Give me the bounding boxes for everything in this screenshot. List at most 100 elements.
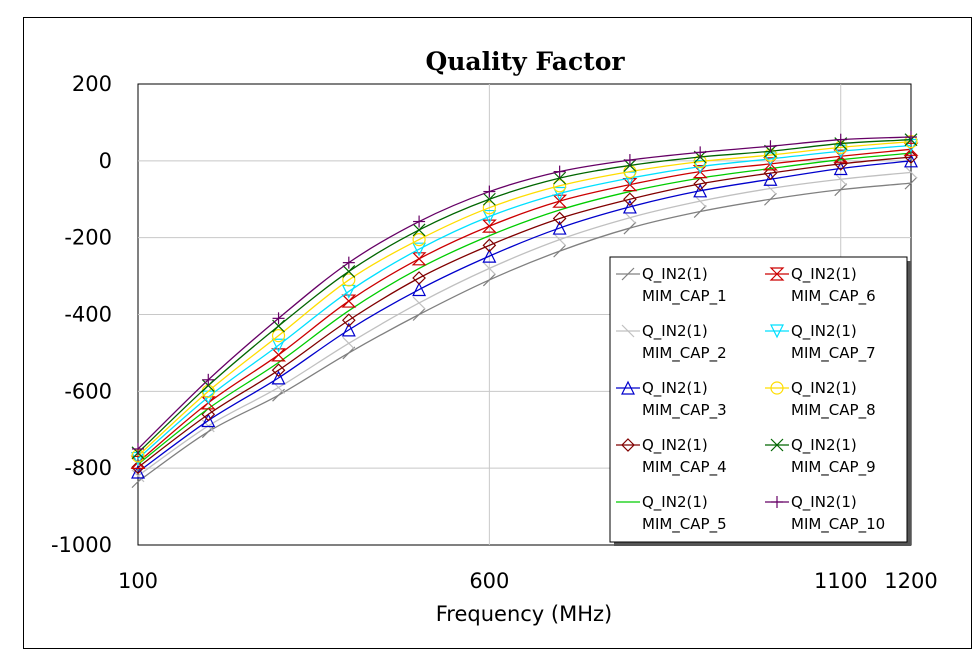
data-point	[342, 256, 355, 269]
data-point	[412, 308, 426, 321]
legend-label: MIM_CAP_8	[791, 401, 876, 420]
data-point	[202, 373, 215, 386]
marker-stroke	[272, 319, 285, 333]
data-point	[131, 460, 145, 475]
data-point	[412, 242, 427, 257]
marker-shape	[621, 438, 635, 452]
legend-label: MIM_CAP_5	[642, 515, 727, 534]
data-point	[553, 165, 566, 178]
marker-shape	[271, 363, 286, 378]
series-6	[130, 142, 919, 470]
marker-shape	[621, 380, 635, 395]
data-point	[271, 370, 286, 385]
marker-shape	[763, 157, 778, 171]
marker-shape	[552, 220, 567, 235]
series-line	[137, 140, 912, 457]
data-point	[763, 166, 778, 180]
marker-stroke	[131, 469, 145, 483]
y-tick-label: -200	[64, 226, 112, 250]
series-line	[137, 148, 912, 463]
series-9	[131, 133, 918, 460]
data-point	[482, 238, 497, 253]
data-point	[553, 179, 567, 193]
data-point	[694, 146, 707, 159]
data-point	[482, 273, 496, 287]
legend-item: Q_IN2(1) MIM_CAP_6	[765, 265, 876, 306]
marker-stroke	[904, 176, 918, 190]
legend-label: MIM_CAP_9	[791, 458, 876, 477]
series-10	[132, 131, 917, 455]
marker-shape	[763, 166, 778, 180]
data-point	[834, 183, 848, 197]
data-point	[482, 192, 496, 206]
legend-marker	[621, 324, 635, 338]
marker-stroke	[834, 183, 848, 197]
marker-stroke	[482, 261, 496, 275]
marker-shape	[482, 201, 496, 215]
marker-stroke	[201, 425, 215, 439]
data-point	[271, 363, 286, 378]
series-4	[131, 150, 918, 475]
data-point	[341, 322, 356, 337]
data-point	[552, 186, 567, 201]
data-point	[693, 177, 708, 191]
marker-shape	[481, 219, 497, 233]
data-point	[905, 131, 917, 144]
series-line	[137, 171, 912, 477]
marker-stroke	[621, 267, 635, 281]
legend-marker	[769, 267, 785, 281]
data-point	[131, 464, 145, 479]
data-point	[482, 248, 497, 263]
legend-item: Q_IN2(1) MIM_CAP_10	[765, 493, 885, 534]
marker-stroke	[553, 244, 567, 258]
data-point	[834, 172, 848, 186]
marker-stroke	[770, 438, 784, 452]
data-point	[341, 313, 356, 328]
data-point	[482, 261, 496, 275]
marker-shape	[553, 179, 567, 193]
data-point	[412, 296, 426, 310]
data-point	[763, 171, 778, 186]
y-tick-label: -800	[64, 456, 112, 480]
marker-shape	[903, 142, 919, 156]
data-point	[342, 346, 356, 360]
marker-stroke	[623, 221, 637, 235]
legend-label: Q_IN2(1)	[642, 379, 708, 398]
data-point	[201, 407, 216, 422]
series-line	[137, 144, 912, 460]
legend-marker	[621, 438, 635, 452]
legend-item: Q_IN2(1) MIM_CAP_7	[765, 322, 876, 363]
x-tick-label: 1100	[814, 569, 867, 593]
data-point	[552, 220, 567, 235]
marker-shape	[341, 313, 356, 328]
data-point	[764, 182, 777, 195]
data-point	[342, 336, 356, 350]
marker-shape	[770, 324, 784, 339]
x-axis-label: Frequency (MHz)	[436, 602, 612, 626]
data-point	[622, 178, 638, 192]
marker-shape	[412, 232, 426, 247]
legend-label: MIM_CAP_2	[642, 344, 727, 363]
marker-shape	[770, 381, 784, 395]
marker-shape	[412, 242, 427, 257]
marker-stroke	[623, 211, 637, 225]
data-point	[132, 442, 144, 455]
data-point	[763, 152, 778, 167]
data-point	[833, 161, 848, 176]
marker-shape	[341, 322, 356, 337]
marker-shape	[131, 464, 145, 479]
y-tick-label: 200	[72, 72, 112, 96]
data-point	[834, 133, 847, 146]
legend-label: Q_IN2(1)	[791, 265, 857, 284]
data-point	[552, 211, 567, 226]
marker-shape	[692, 164, 708, 179]
legend-marker	[770, 381, 784, 395]
series-line	[137, 156, 912, 468]
data-point	[553, 233, 567, 247]
data-point	[692, 164, 708, 179]
data-point	[763, 157, 778, 171]
marker-shape	[412, 271, 426, 285]
data-point	[271, 329, 286, 343]
marker-stroke	[412, 296, 426, 310]
